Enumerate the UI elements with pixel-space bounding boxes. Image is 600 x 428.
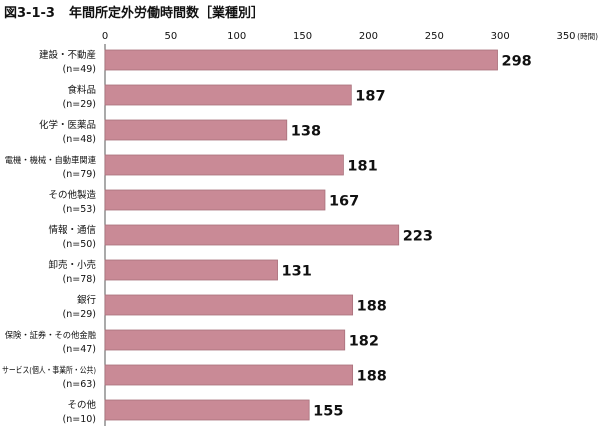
bar xyxy=(104,294,354,316)
category-label: サービス(個人・事業所・公共) xyxy=(2,365,96,375)
x-tick-label: 200 xyxy=(359,31,378,42)
category-label: 電機・機械・自動車関連 xyxy=(5,155,97,165)
figure-number: 図3-1-3 xyxy=(4,6,55,21)
value-label: 167 xyxy=(329,194,359,210)
x-axis-unit-label: (時間) xyxy=(577,32,598,41)
chart-title-bar: 図3-1-3 年間所定外労働時間数［業種別］ xyxy=(4,2,264,21)
bar xyxy=(104,224,400,246)
sample-size-label: (n=63) xyxy=(63,379,96,390)
sample-size-label: (n=78) xyxy=(63,274,96,285)
sample-size-label: (n=53) xyxy=(63,204,96,215)
sample-size-label: (n=10) xyxy=(63,414,96,425)
x-tick-label: 50 xyxy=(164,31,177,42)
category-label: 食料品 xyxy=(67,84,96,96)
value-labels: 298 187 138 181 167 223 131 188 182 188 155 xyxy=(282,54,532,420)
bar xyxy=(104,189,326,211)
category-label: 銀行 xyxy=(77,294,97,306)
bar xyxy=(104,399,310,421)
x-tick-label: 150 xyxy=(293,31,312,42)
x-tick-label: 300 xyxy=(491,31,510,42)
bar xyxy=(104,84,352,106)
value-label: 155 xyxy=(313,404,343,420)
sample-size-label: (n=47) xyxy=(63,344,96,355)
x-tick-label: 250 xyxy=(425,31,444,42)
bars xyxy=(104,49,498,421)
chart-title: 年間所定外労働時間数［業種別］ xyxy=(68,6,264,21)
sample-size-label: (n=50) xyxy=(63,239,96,250)
sample-size-label: (n=29) xyxy=(63,309,96,320)
category-label: 建設・不動産 xyxy=(39,49,96,61)
category-label: 保険・証券・その他金融 xyxy=(5,330,96,340)
sample-size-label: (n=49) xyxy=(63,64,96,75)
category-label: その他製造 xyxy=(48,189,96,201)
category-label: 卸売・小売 xyxy=(48,259,96,271)
category-labels: 建設・不動産 (n=49) 食料品 (n=29) 化学・医薬品 (n=48) 電機・機械・自… xyxy=(2,49,97,425)
sample-size-label: (n=48) xyxy=(63,134,96,145)
bar xyxy=(104,364,354,386)
category-label: 化学・医薬品 xyxy=(39,119,96,131)
value-label: 298 xyxy=(502,54,532,70)
sample-size-label: (n=29) xyxy=(63,99,96,110)
bar xyxy=(104,49,498,71)
bar xyxy=(104,329,346,351)
value-label: 131 xyxy=(282,264,312,280)
value-label: 188 xyxy=(357,369,387,385)
value-label: 223 xyxy=(403,229,433,245)
bar xyxy=(104,154,344,176)
value-label: 187 xyxy=(355,89,385,105)
x-tick-label: 350 xyxy=(556,31,575,42)
value-label: 188 xyxy=(357,299,387,315)
sample-size-label: (n=79) xyxy=(63,169,96,180)
value-label: 181 xyxy=(347,159,377,175)
category-label: 情報・通信 xyxy=(48,224,96,236)
x-tick-label: 100 xyxy=(227,31,246,42)
value-label: 138 xyxy=(291,124,321,140)
value-label: 182 xyxy=(349,334,379,350)
bar xyxy=(104,259,278,281)
category-label: その他 xyxy=(67,399,96,411)
bar xyxy=(104,119,288,141)
x-tick-label: 0 xyxy=(102,31,108,42)
